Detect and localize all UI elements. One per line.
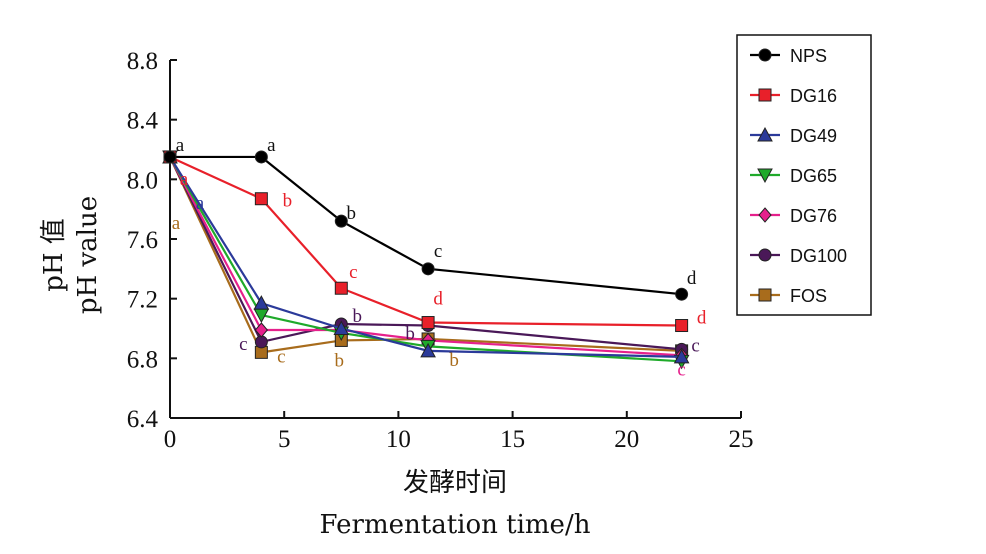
significance-label: d xyxy=(697,308,707,329)
y-tick-label: 6.8 xyxy=(127,346,158,373)
legend-marker xyxy=(758,48,772,62)
legend-label: DG76 xyxy=(790,206,837,226)
legend-item-nps: NPS xyxy=(750,46,827,66)
significance-label: b xyxy=(353,306,363,327)
legend-item-dg100: DG100 xyxy=(750,246,847,266)
legend-label: DG65 xyxy=(790,166,837,186)
legend-marker xyxy=(758,248,772,262)
y-axis-title-en: pH value xyxy=(73,196,103,314)
series-nps xyxy=(163,150,689,301)
significance-label: b xyxy=(347,203,357,224)
x-tick-label: 15 xyxy=(500,426,525,453)
legend-item-dg16: DG16 xyxy=(750,86,837,106)
significance-label: a xyxy=(196,193,205,214)
series-dg16 xyxy=(163,150,689,333)
data-point xyxy=(254,322,269,338)
y-tick-label: 7.6 xyxy=(127,227,158,254)
significance-label: b xyxy=(449,350,459,371)
data-point xyxy=(421,262,435,276)
significance-label: c xyxy=(677,359,685,380)
significance-label: c xyxy=(349,262,357,283)
x-tick-label: 20 xyxy=(614,426,639,453)
y-tick-label: 6.4 xyxy=(127,406,159,433)
significance-label: c xyxy=(434,241,442,262)
data-point xyxy=(421,316,435,330)
legend-marker xyxy=(758,88,772,102)
data-point xyxy=(675,319,689,333)
data-point xyxy=(163,150,177,164)
series-layer xyxy=(162,148,690,370)
legend-item-dg49: DG49 xyxy=(750,126,837,146)
significance-label: c xyxy=(277,346,285,367)
legend-label: NPS xyxy=(790,46,827,66)
legend: NPS DG16 DG49 DG65 DG76 DG100 FOS xyxy=(736,34,872,316)
legend-marker xyxy=(757,126,773,142)
significance-label: b xyxy=(405,324,415,345)
y-tick-label: 8.4 xyxy=(127,108,159,135)
x-axis-title-en: Fermentation time/h xyxy=(320,510,591,540)
y-tick-label: 8.8 xyxy=(127,48,158,75)
significance-label: b xyxy=(335,350,345,371)
data-point xyxy=(675,287,689,301)
significance-label: c xyxy=(691,335,699,356)
legend-item-dg65: DG65 xyxy=(750,166,837,186)
x-tick-label: 5 xyxy=(278,426,291,453)
significance-label: c xyxy=(239,334,247,355)
x-tick-label: 0 xyxy=(164,426,177,453)
significance-label: d xyxy=(687,268,697,289)
legend-label: FOS xyxy=(790,286,827,306)
legend-marker xyxy=(757,168,773,184)
data-point xyxy=(253,295,270,310)
legend-marker xyxy=(758,288,772,302)
legend-label: DG100 xyxy=(790,246,847,266)
significance-label: b xyxy=(283,191,293,212)
legend-label: DG16 xyxy=(790,86,837,106)
legend-label: DG49 xyxy=(790,126,837,146)
y-axis-title: pH 值 pH value xyxy=(39,196,103,314)
data-point xyxy=(254,192,268,206)
y-tick-label: 7.2 xyxy=(127,287,158,314)
x-tick-label: 10 xyxy=(386,426,411,453)
x-ticks: 0 5 10 15 20 25 xyxy=(164,411,754,453)
legend-items: NPS DG16 DG49 DG65 DG76 DG100 FOS xyxy=(750,46,847,306)
significance-label: d xyxy=(433,289,443,310)
significance-label: a xyxy=(180,169,189,190)
data-point xyxy=(254,150,268,164)
data-point xyxy=(334,281,348,295)
legend-marker xyxy=(758,207,772,223)
legend-item-dg76: DG76 xyxy=(750,206,837,226)
data-point xyxy=(673,348,690,364)
legend-item-fos: FOS xyxy=(750,286,827,306)
data-point xyxy=(333,320,350,335)
y-axis-title-cn: pH 值 xyxy=(39,218,69,292)
significance-label: a xyxy=(172,213,181,234)
plot-area: 6.46.87.27.68.08.48.8 0 5 10 15 20 25 a abcdab… xyxy=(127,48,754,453)
significance-label: a xyxy=(267,135,276,156)
y-ticks: 6.4 6.8 7.2 7.6 8.0 8.4 8.8 xyxy=(127,48,177,433)
x-axis-title-cn: 发酵时间 xyxy=(403,468,507,498)
data-point xyxy=(334,214,348,228)
y-tick-label: 8.0 xyxy=(127,167,158,194)
significance-label: a xyxy=(176,135,185,156)
data-point xyxy=(420,342,436,358)
x-tick-label: 25 xyxy=(729,426,754,453)
